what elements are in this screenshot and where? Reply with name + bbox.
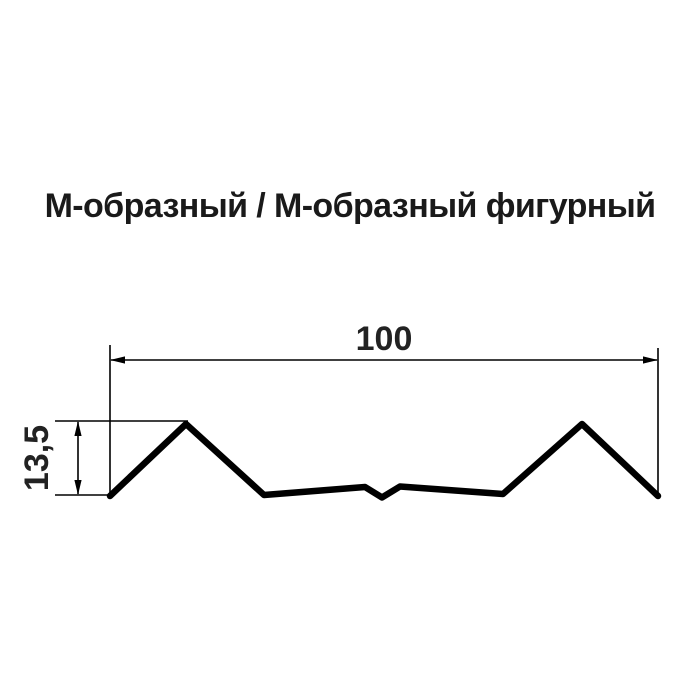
height-dimension: 13,5	[18, 420, 188, 496]
profile-outline	[106, 420, 662, 501]
height-dimension-label: 13,5	[18, 425, 56, 491]
height-arrow-top	[74, 421, 82, 436]
width-dimension-label: 100	[356, 320, 413, 358]
width-arrow-right	[643, 356, 658, 364]
width-dimension: 100	[109, 320, 659, 496]
width-arrow-left	[110, 356, 125, 364]
page-title: М-образный / М-образный фигурный	[44, 187, 656, 225]
height-arrow-bottom	[74, 480, 82, 495]
